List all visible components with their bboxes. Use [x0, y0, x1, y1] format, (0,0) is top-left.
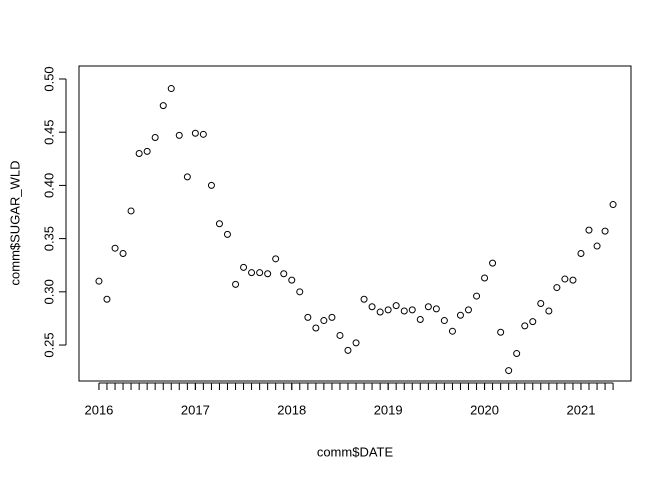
point: [119, 250, 127, 258]
point: [272, 255, 280, 263]
point: [392, 302, 400, 310]
y-tick-label: 0.35: [41, 226, 56, 251]
point: [344, 346, 352, 354]
point: [223, 230, 231, 238]
point: [569, 276, 577, 284]
point: [135, 149, 143, 157]
point: [376, 308, 384, 316]
y-tick-label: 0.45: [41, 120, 56, 145]
point: [103, 295, 111, 303]
plot-box: [78, 65, 632, 382]
point: [183, 173, 191, 181]
point: [497, 328, 505, 336]
point: [481, 274, 489, 282]
x-tick-label: 2018: [277, 402, 306, 417]
point: [167, 85, 175, 93]
point: [280, 270, 288, 278]
x-axis-title: comm$DATE: [317, 444, 394, 459]
point: [352, 339, 360, 347]
point: [577, 250, 585, 258]
x-tick-label: 2016: [84, 402, 113, 417]
point: [432, 305, 440, 313]
point: [95, 277, 103, 285]
point: [296, 288, 304, 296]
y-tick-label: 0.40: [41, 173, 56, 198]
point: [473, 292, 481, 300]
point: [609, 201, 617, 209]
point: [585, 226, 593, 234]
point: [304, 313, 312, 321]
y-tick-label: 0.50: [41, 66, 56, 91]
point: [440, 317, 448, 325]
point: [360, 295, 368, 303]
point: [207, 181, 215, 189]
point: [199, 130, 207, 138]
point: [151, 134, 159, 142]
x-tick-label: 2020: [470, 402, 499, 417]
point: [416, 315, 424, 323]
point: [521, 322, 529, 330]
point: [424, 303, 432, 311]
point: [593, 242, 601, 250]
point: [408, 306, 416, 314]
point: [127, 207, 135, 215]
point: [400, 307, 408, 315]
point: [240, 263, 248, 271]
point: [248, 269, 256, 277]
point: [601, 227, 609, 235]
point: [143, 147, 151, 155]
point: [545, 307, 553, 315]
point: [368, 303, 376, 311]
point: [320, 317, 328, 325]
point: [288, 276, 296, 284]
point: [384, 306, 392, 314]
point: [553, 284, 561, 292]
point: [328, 313, 336, 321]
y-axis-title: comm$SUGAR_WLD: [7, 161, 22, 286]
point: [191, 129, 199, 137]
x-tick-label: 2017: [181, 402, 210, 417]
point: [561, 275, 569, 283]
y-tick-label: 0.25: [41, 332, 56, 357]
point: [159, 102, 167, 110]
point: [256, 269, 264, 277]
point: [505, 367, 513, 375]
point: [513, 350, 521, 358]
point: [489, 259, 497, 267]
point: [537, 300, 545, 308]
point: [111, 244, 119, 252]
point: [336, 331, 344, 339]
x-tick-label: 2019: [374, 402, 403, 417]
point: [456, 311, 464, 319]
x-tick-label: 2021: [567, 402, 596, 417]
point: [448, 327, 456, 335]
point: [175, 131, 183, 139]
y-tick-label: 0.30: [41, 279, 56, 304]
point: [464, 306, 472, 314]
point: [264, 270, 272, 278]
point: [312, 324, 320, 332]
point: [232, 280, 240, 288]
point: [215, 220, 223, 228]
point: [529, 318, 537, 326]
